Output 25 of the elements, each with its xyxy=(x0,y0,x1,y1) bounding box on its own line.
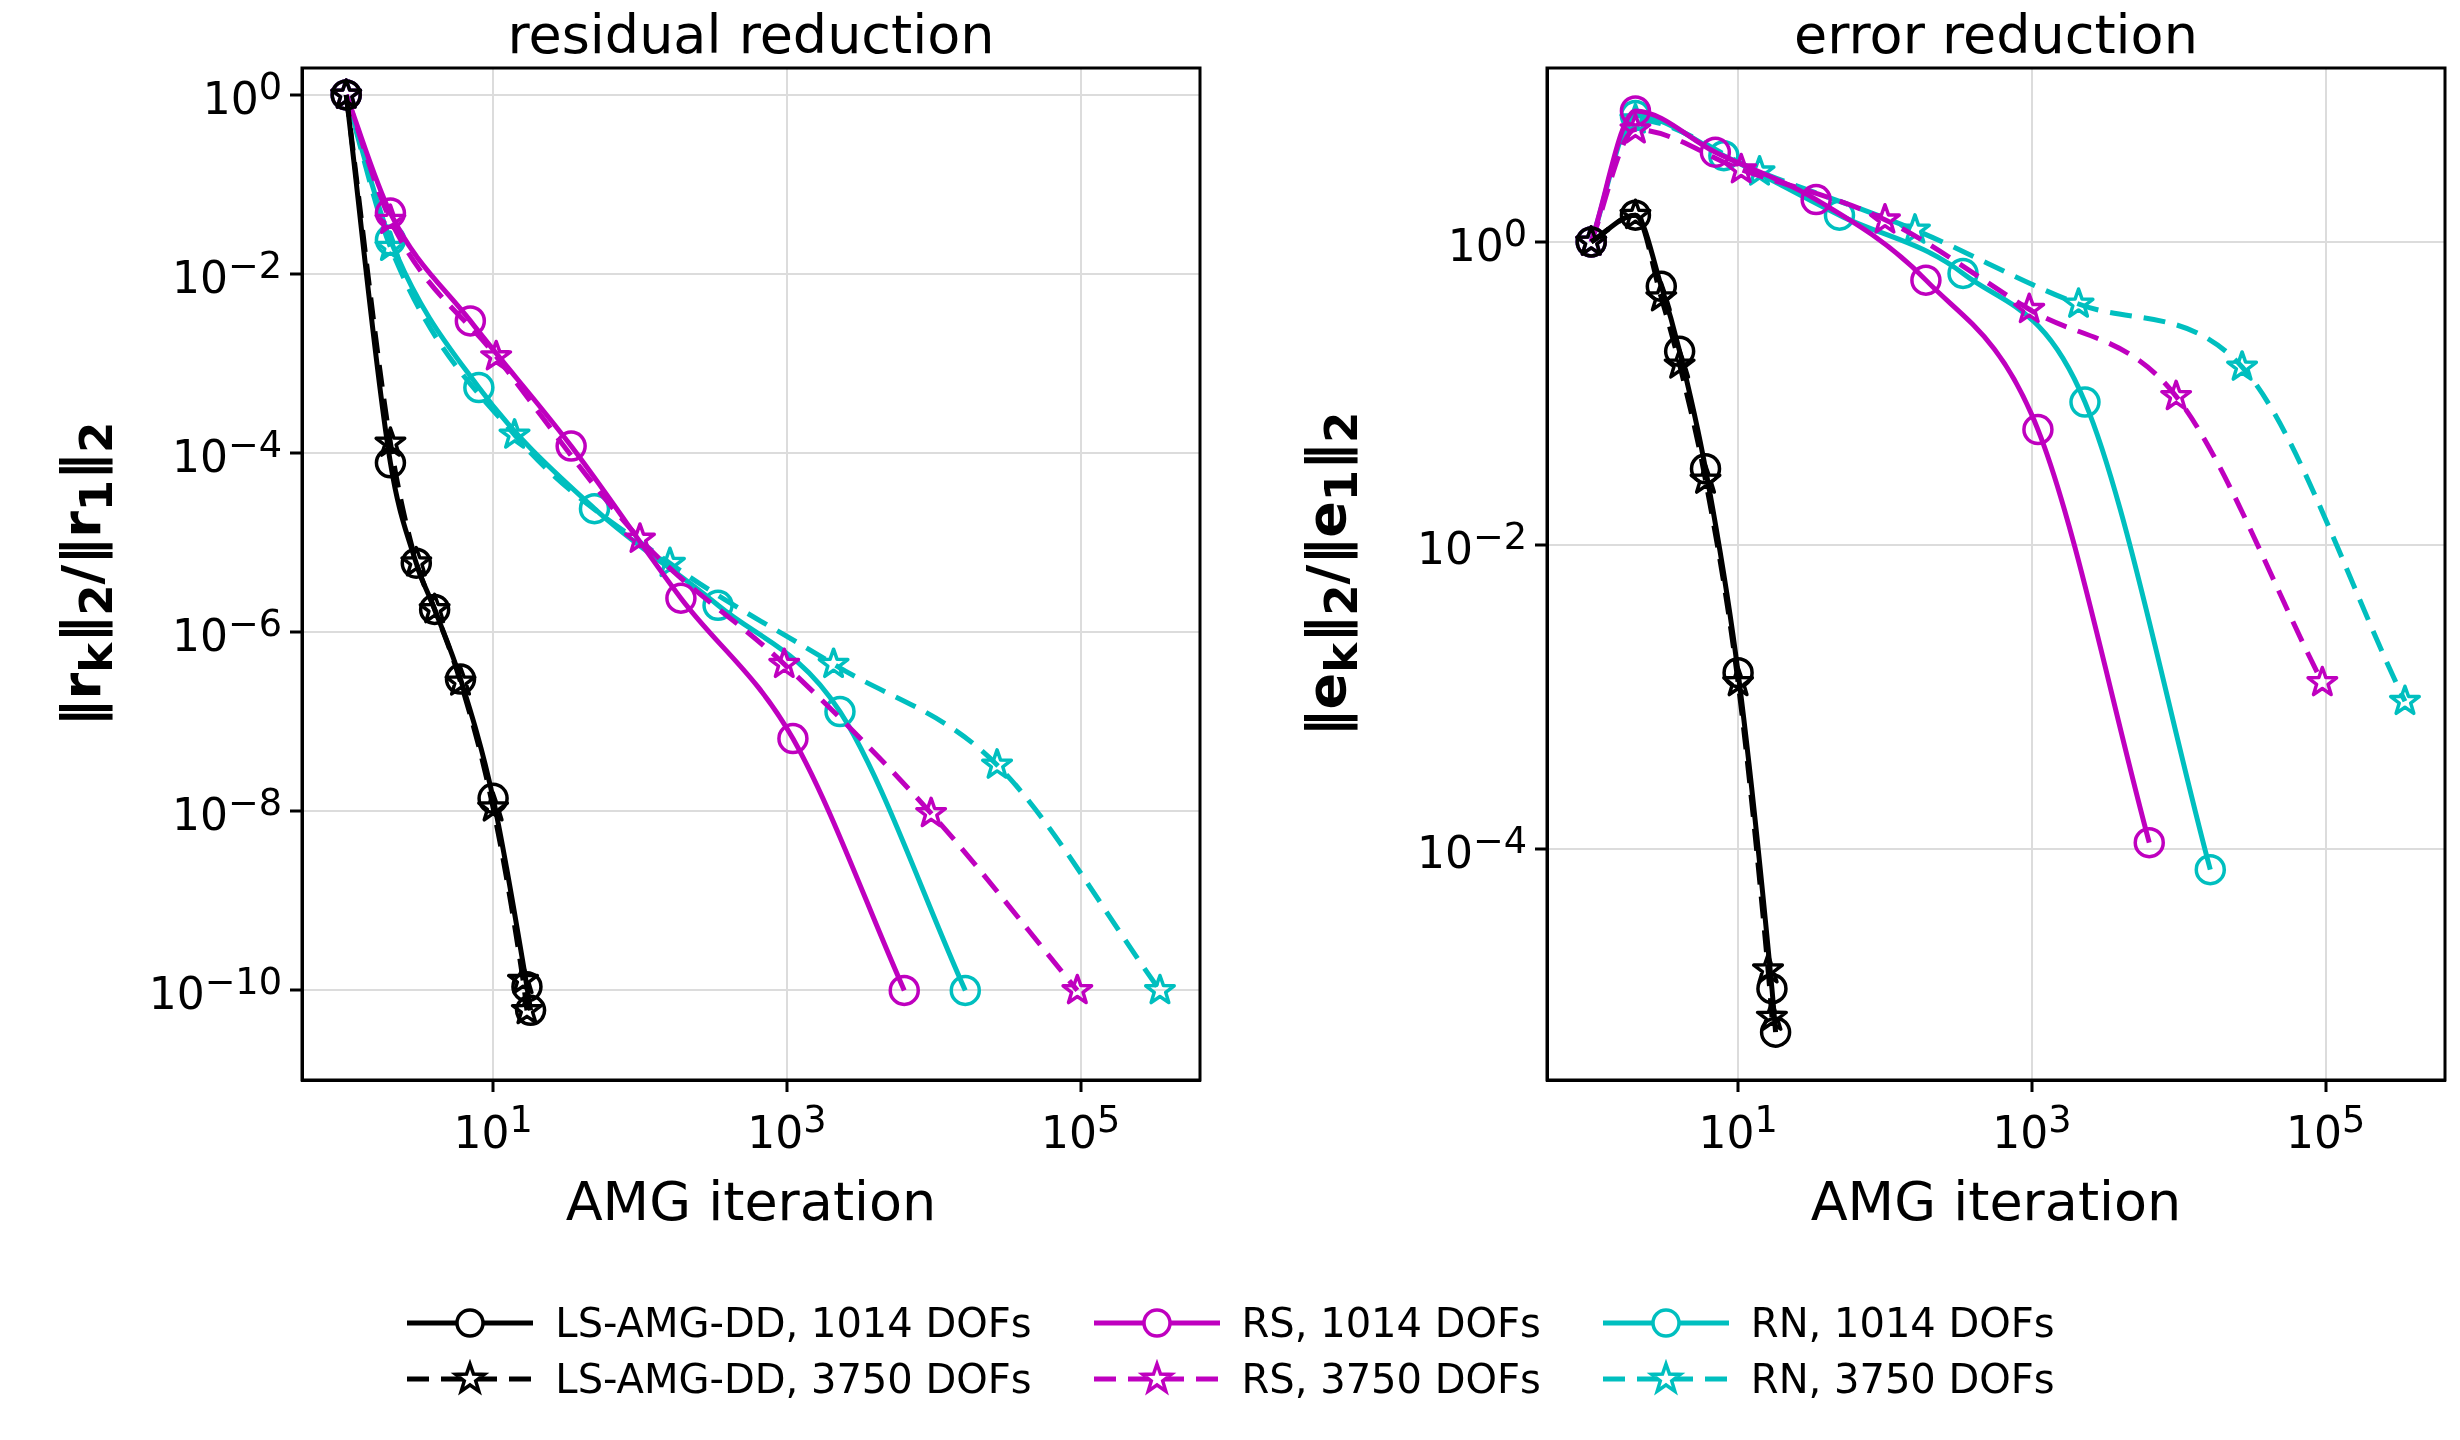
x-tick-label: 10$^{1}$ xyxy=(1698,1098,1778,1158)
y-tick-label: 10$^{−2}$ xyxy=(171,243,282,304)
legend-label: RN, 1014 DOFs xyxy=(1750,1300,2055,1346)
y-tick-label: 10$^{−4}$ xyxy=(1416,818,1527,879)
y-tick-label: 10$^{−2}$ xyxy=(1416,515,1527,575)
x-tick-label: 10$^{3}$ xyxy=(1992,1098,2072,1158)
y-tick-label: 10$^{−10}$ xyxy=(148,960,282,1020)
chart-title: error reduction xyxy=(1794,3,2198,66)
legend-label: LS-AMG-DD, 1014 DOFs xyxy=(555,1300,1032,1346)
y-tick-label: 10$^{0}$ xyxy=(202,64,282,125)
y-tick-label: 10$^{0}$ xyxy=(1447,211,1527,272)
x-tick-label: 10$^{5}$ xyxy=(1040,1098,1121,1158)
x-tick-label: 10$^{5}$ xyxy=(2285,1098,2366,1158)
x-axis-title: AMG iteration xyxy=(1810,1170,2182,1233)
legend-label: RS, 1014 DOFs xyxy=(1241,1300,1541,1346)
legend-label: RS, 3750 DOFs xyxy=(1241,1356,1541,1402)
x-tick-label: 10$^{3}$ xyxy=(747,1098,827,1158)
y-tick-label: 10$^{−6}$ xyxy=(171,601,282,662)
legend-label: RN, 3750 DOFs xyxy=(1750,1356,2055,1402)
x-tick-label: 10$^{1}$ xyxy=(453,1098,533,1158)
y-tick-label: 10$^{−4}$ xyxy=(171,422,282,483)
x-axis-title: AMG iteration xyxy=(565,1170,937,1233)
chart-title: residual reduction xyxy=(507,3,995,66)
legend-label: LS-AMG-DD, 3750 DOFs xyxy=(555,1356,1032,1402)
y-tick-label: 10$^{−8}$ xyxy=(171,781,282,841)
